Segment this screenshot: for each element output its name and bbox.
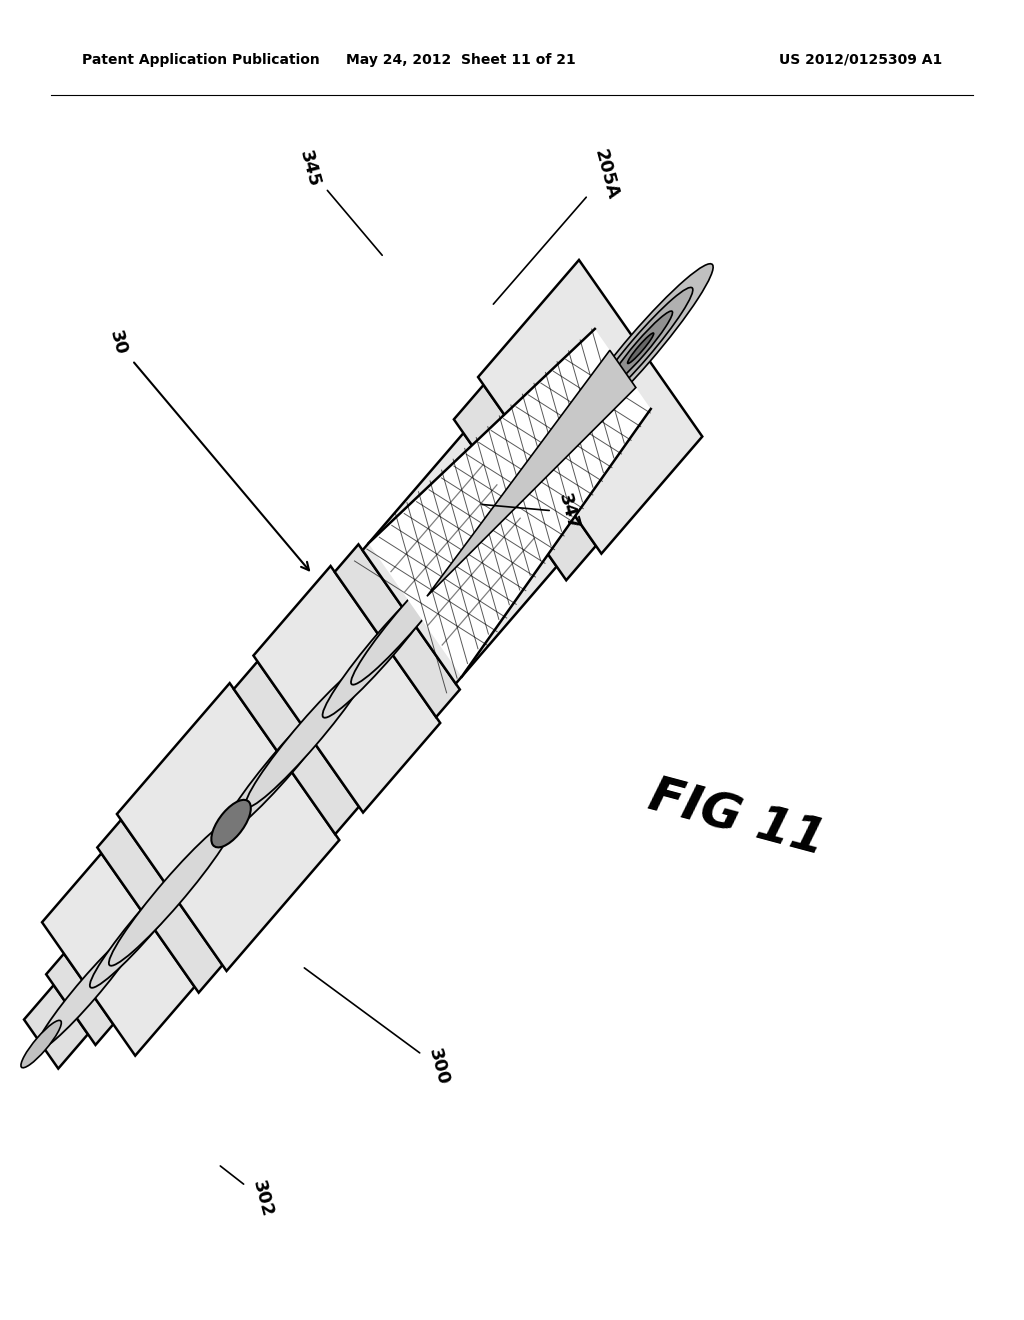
Ellipse shape: [221, 688, 347, 834]
Text: 205A: 205A: [494, 147, 622, 304]
Polygon shape: [454, 385, 596, 581]
Text: US 2012/0125309 A1: US 2012/0125309 A1: [779, 53, 942, 67]
Ellipse shape: [246, 661, 371, 808]
Ellipse shape: [323, 572, 449, 718]
Polygon shape: [97, 820, 222, 993]
Polygon shape: [24, 985, 88, 1069]
Text: May 24, 2012  Sheet 11 of 21: May 24, 2012 Sheet 11 of 21: [346, 53, 575, 67]
Text: 345: 345: [296, 149, 382, 255]
Ellipse shape: [35, 927, 142, 1051]
Polygon shape: [369, 329, 651, 677]
Ellipse shape: [211, 800, 251, 847]
Ellipse shape: [90, 853, 206, 987]
Text: FIG 11: FIG 11: [644, 772, 830, 865]
Text: 300: 300: [304, 968, 452, 1086]
Text: 302: 302: [220, 1166, 275, 1218]
Ellipse shape: [608, 312, 673, 385]
Ellipse shape: [43, 977, 99, 1043]
Ellipse shape: [628, 333, 653, 363]
Polygon shape: [46, 953, 114, 1045]
Ellipse shape: [20, 1020, 61, 1068]
Polygon shape: [335, 544, 460, 717]
Polygon shape: [427, 350, 636, 597]
Polygon shape: [478, 260, 702, 553]
Ellipse shape: [589, 288, 693, 409]
Polygon shape: [362, 433, 557, 684]
Polygon shape: [253, 566, 440, 813]
Text: Patent Application Publication: Patent Application Publication: [82, 53, 319, 67]
Ellipse shape: [109, 820, 234, 966]
Ellipse shape: [445, 425, 574, 576]
Polygon shape: [117, 684, 339, 972]
Ellipse shape: [351, 549, 467, 685]
Text: 347: 347: [482, 492, 582, 532]
Text: 30: 30: [105, 329, 309, 570]
Ellipse shape: [568, 264, 713, 433]
Polygon shape: [42, 853, 195, 1056]
Ellipse shape: [469, 383, 610, 548]
Polygon shape: [233, 661, 359, 834]
